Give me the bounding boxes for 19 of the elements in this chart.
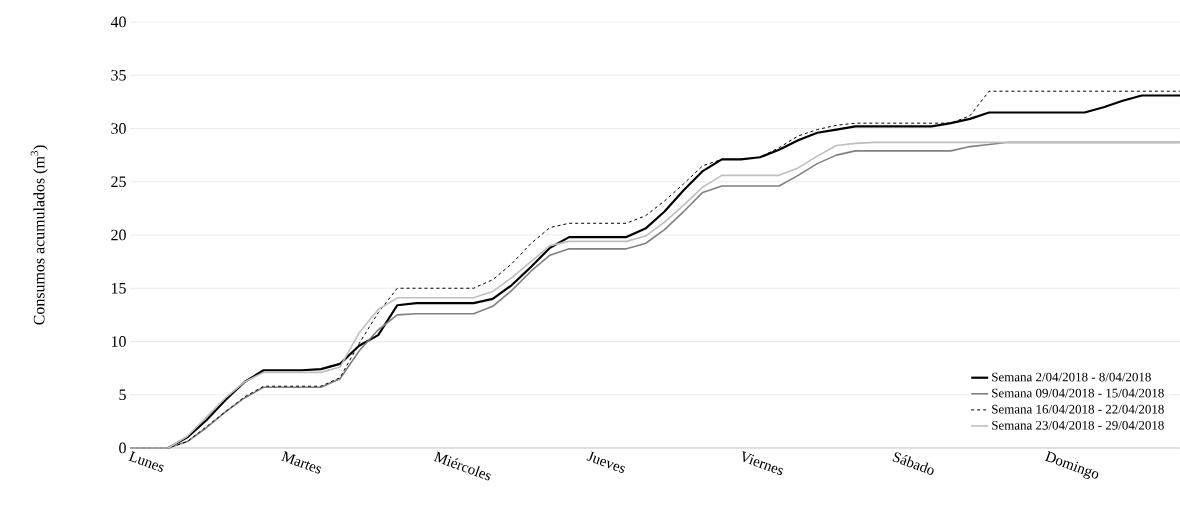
legend-label: Semana 09/04/2018 - 15/04/2018 xyxy=(992,388,1164,398)
y-tick-label: 10 xyxy=(111,336,126,347)
y-tick-label: 30 xyxy=(111,123,126,134)
legend-label: Semana 2/04/2018 - 8/04/2018 xyxy=(992,372,1151,382)
y-tick-label: 40 xyxy=(110,16,126,28)
x-tick-label: Viernes xyxy=(742,450,784,476)
x-tick-label: Sábado xyxy=(892,452,934,475)
y-tick-label: 5 xyxy=(119,389,126,401)
legend-label: Semana 16/04/2018 - 22/04/2018 xyxy=(992,404,1164,414)
y-tick-label: 35 xyxy=(111,69,126,81)
y-axis-title: Consumos acumulados (m$^{3}$) xyxy=(30,145,48,325)
legend-label: Semana 23/04/2018 - 29/04/2018 xyxy=(992,420,1164,430)
y-tick-label: 20 xyxy=(111,229,126,241)
x-tick-label: Jueves xyxy=(586,451,625,473)
y-tick-label: 0 xyxy=(119,442,126,454)
x-tick-label: Martes xyxy=(281,450,322,474)
x-tick-label: Lunes xyxy=(128,450,164,472)
y-tick-label: 25 xyxy=(111,176,126,188)
y-tick-label: 15 xyxy=(111,282,126,294)
